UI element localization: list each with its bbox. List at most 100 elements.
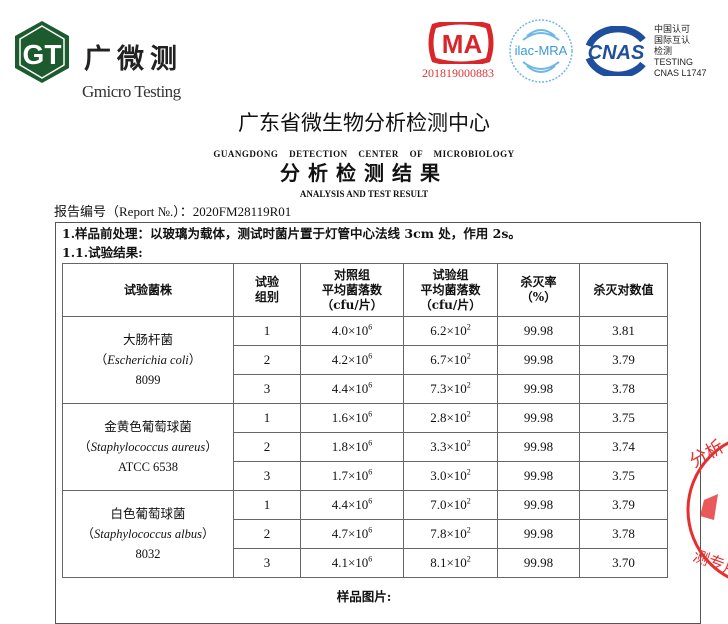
cnas-line: TESTING: [654, 57, 694, 67]
table-cell-kill-rate: 99.98: [497, 374, 580, 404]
exponent: 6: [368, 409, 373, 419]
strain-number: 8099: [135, 373, 161, 387]
cnas-line: 国际互认: [654, 35, 691, 45]
report-number: 报告编号（Report №.）：2020FM28119R01: [54, 204, 292, 219]
column-header-line: 平均菌落数: [420, 282, 481, 297]
strain-cell: 大肠杆菌 （Escherichia coli） 8099: [62, 316, 234, 404]
table-cell-kill-rate: 99.98: [497, 316, 580, 346]
table-cell-log: 3.78: [579, 374, 668, 404]
table-cell-control: 4.4×106: [300, 490, 404, 520]
org-title-en: GUANGDONG DETECTION CENTER OF MICROBIOLO…: [213, 149, 515, 159]
exponent: 2: [466, 409, 471, 419]
cnas-line: 检测: [654, 46, 673, 56]
exponent: 2: [466, 351, 471, 361]
column-header: 试验组 平均菌落数 （cfu/片）: [403, 263, 498, 317]
table-cell-log: 3.75: [579, 403, 668, 433]
exponent: 6: [368, 496, 373, 506]
svg-text:CNAS: CNAS: [588, 42, 645, 64]
exponent: 2: [466, 438, 471, 448]
cell-value: 99.98: [523, 497, 554, 512]
cell-value: 1: [263, 323, 271, 338]
table-cell-group: 3: [233, 374, 301, 404]
svg-text:MA: MA: [442, 29, 483, 59]
table-cell-log: 3.81: [579, 316, 668, 346]
table-cell-test: 2.8×102: [403, 403, 498, 433]
cell-value: 3: [263, 381, 271, 396]
column-header: 杀灭率（%）: [497, 263, 580, 317]
table-row: 3 1.7×106 3.0×102 99.98 3.75: [63, 461, 668, 491]
cell-value: 4.4×10: [331, 497, 369, 512]
strain-cell: 金黄色葡萄球菌 （Staphylococcus aureus） ATCC 6538: [62, 403, 234, 491]
exponent: 6: [368, 467, 373, 477]
cell-value: 3.0×10: [430, 468, 467, 483]
table-cell-kill-rate: 99.98: [497, 345, 580, 375]
cell-value: 2: [263, 352, 271, 367]
svg-text:GT: GT: [23, 39, 62, 70]
table-cell-kill-rate: 99.98: [497, 490, 580, 520]
cell-value: 6.2×10: [430, 323, 467, 338]
results-heading: 1.1.试验结果:: [62, 245, 143, 260]
cell-value: 99.98: [523, 439, 554, 454]
cell-value: 3.74: [612, 439, 635, 454]
svg-text:ilac-MRA: ilac-MRA: [515, 43, 568, 58]
latin-text: Staphylococcus albus: [94, 527, 202, 541]
cell-value: 3.3×10: [430, 439, 467, 454]
table-cell-control: 1.7×106: [300, 461, 404, 491]
cell-value: 99.98: [523, 526, 554, 541]
cell-value: 99.98: [523, 323, 554, 338]
cell-value: 3: [263, 555, 271, 570]
cnas-text: 中国认可 国际互认 检测 TESTING CNAS L1747: [654, 24, 707, 79]
column-header-line: 杀灭对数值: [593, 282, 654, 297]
table-cell-group: 3: [233, 461, 301, 491]
cell-value: 2: [263, 526, 271, 541]
cell-value: 7.0×10: [430, 497, 467, 512]
strain-name-latin: （Staphylococcus aureus）: [78, 440, 218, 454]
table-cell-test: 6.2×102: [403, 316, 498, 346]
official-stamp-icon: 分析 测专用: [686, 436, 728, 580]
table-cell-log: 3.78: [579, 519, 668, 549]
latin-text: Escherichia coli: [107, 353, 189, 367]
table-cell-control: 1.8×106: [300, 432, 404, 462]
table-cell-test: 7.0×102: [403, 490, 498, 520]
column-header: 试验组别: [233, 263, 301, 317]
cell-value: 2.8×10: [430, 410, 467, 425]
table-cell-kill-rate: 99.98: [497, 461, 580, 491]
strain-cell: 白色葡萄球菌 （Staphylococcus albus） 8032: [62, 490, 234, 578]
svg-text:分析: 分析: [686, 436, 728, 472]
cma-number: 201819000883: [422, 66, 494, 80]
table-cell-kill-rate: 99.98: [497, 403, 580, 433]
cell-value: 99.98: [523, 352, 554, 367]
cell-value: 3.70: [612, 555, 635, 570]
strain-number: ATCC 6538: [117, 460, 179, 474]
exponent: 2: [466, 322, 471, 332]
cell-value: 4.2×10: [331, 352, 369, 367]
table-cell-group: 2: [233, 432, 301, 462]
cell-value: 7.8×10: [430, 526, 467, 541]
strain-name-cn: 大肠杆菌: [122, 333, 173, 347]
table-cell-test: 3.3×102: [403, 432, 498, 462]
column-header-label: 杀灭率（%）: [520, 275, 557, 304]
cell-value: 99.98: [523, 555, 554, 570]
table-row: 大肠杆菌 （Escherichia coli） 8099 1 4.0×106 6.2×10…: [62, 316, 668, 404]
table-cell-control: 4.4×106: [300, 374, 404, 404]
cell-value: 4.1×10: [331, 555, 369, 570]
column-header-line: （cfu/片）: [419, 297, 482, 312]
table-cell-control: 4.0×106: [300, 316, 404, 346]
table-cell-group: 1: [233, 490, 301, 520]
cell-value: 3.75: [612, 468, 635, 483]
cell-value: 99.98: [523, 468, 554, 483]
cell-value: 3.81: [612, 323, 635, 338]
table-cell-log: 3.74: [579, 432, 668, 462]
logo-en-text: Gmicro Testing: [82, 82, 181, 101]
cell-value: 99.98: [523, 381, 554, 396]
table-cell-log: 3.75: [579, 461, 668, 491]
cell-value: 1: [263, 497, 271, 512]
cell-value: 3.78: [612, 381, 635, 396]
column-header: 试验菌株: [62, 263, 234, 317]
table-cell-control: 1.6×106: [300, 403, 404, 433]
cnas-line: CNAS L1747: [654, 68, 707, 78]
svg-text:测专用: 测专用: [691, 546, 728, 580]
column-header-line: 平均菌落数: [321, 282, 382, 297]
exponent: 6: [368, 525, 373, 535]
table-cell-control: 4.7×106: [300, 519, 404, 549]
